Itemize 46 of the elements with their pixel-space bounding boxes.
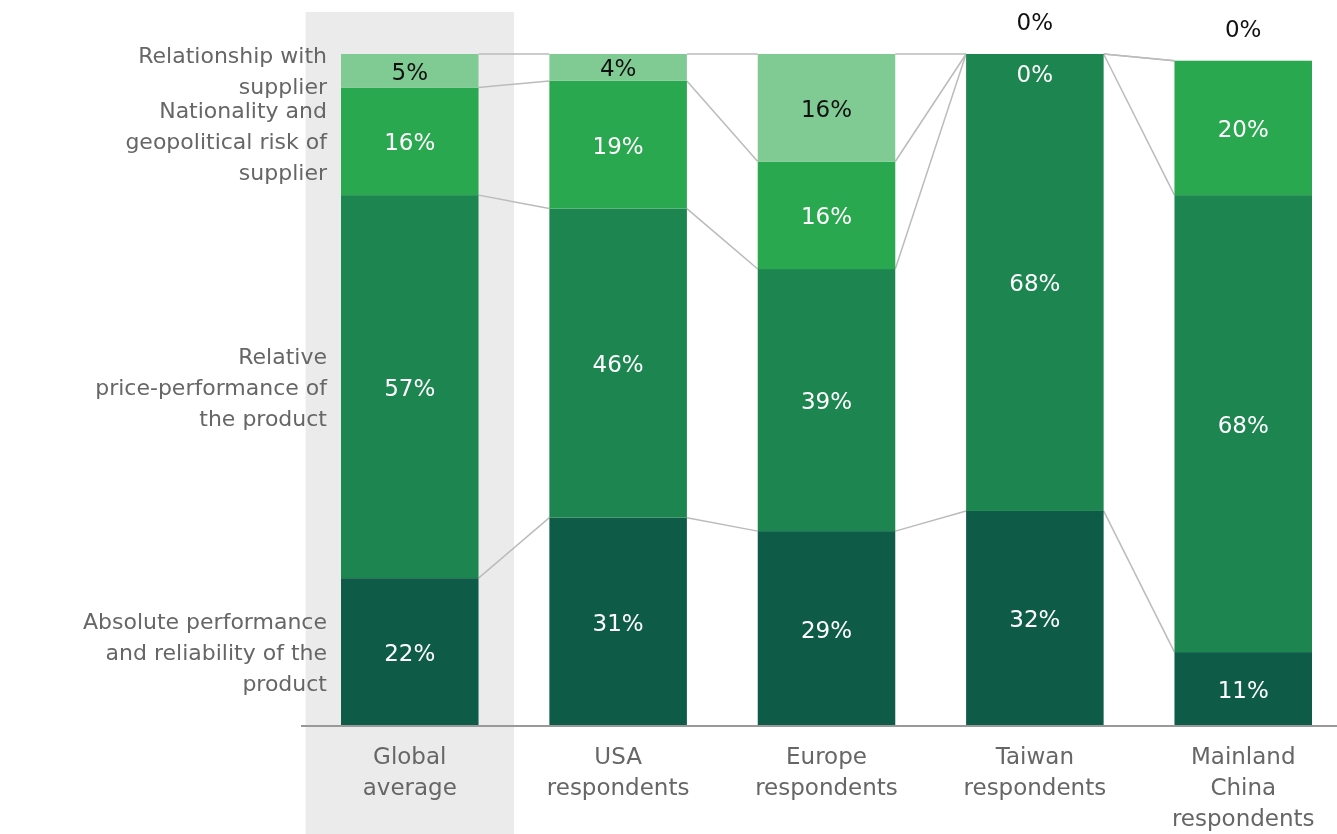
data-label: 57% xyxy=(384,374,436,401)
series-label: Absolute performance and reliability of the product xyxy=(82,609,328,697)
bar xyxy=(966,54,1104,511)
data-label: 4% xyxy=(599,55,637,82)
bar xyxy=(341,87,479,196)
data-label: 11% xyxy=(1217,677,1269,704)
bar xyxy=(1174,60,1312,196)
bar xyxy=(1174,195,1312,653)
bar xyxy=(549,208,687,518)
bar xyxy=(341,195,479,579)
series-label: Nationality and geopolitical risk of supplier xyxy=(125,98,329,186)
data-label: 0% xyxy=(1016,9,1054,35)
x-tick-label: Mainland China respondents xyxy=(1171,743,1315,831)
data-label: 5% xyxy=(391,58,429,85)
bar xyxy=(757,161,896,270)
data-label: 20% xyxy=(1217,115,1269,142)
data-label: 46% xyxy=(592,351,644,378)
x-tick-label: Taiwan respondents xyxy=(963,743,1107,800)
data-label: 19% xyxy=(592,132,644,159)
bar xyxy=(966,510,1104,726)
bar xyxy=(757,269,896,532)
bar xyxy=(1174,652,1312,726)
data-label: 68% xyxy=(1009,270,1061,297)
bar xyxy=(757,54,896,162)
data-label: 0% xyxy=(1016,61,1054,87)
data-label: 29% xyxy=(800,616,853,643)
data-label: 0% xyxy=(1224,15,1262,42)
x-tick-label: USA respondents xyxy=(546,743,690,800)
x-tick-label: Europe respondents xyxy=(755,743,898,800)
bar xyxy=(341,54,479,88)
bar xyxy=(757,531,896,726)
bar xyxy=(549,54,687,81)
series-label: Relationship with supplier xyxy=(138,43,328,100)
series-label: Relative price-performance of the product xyxy=(95,343,329,431)
data-label: 16% xyxy=(384,129,436,156)
bar xyxy=(549,80,687,209)
x-tick-label: Global average xyxy=(362,743,457,800)
data-label: 16% xyxy=(800,95,853,122)
data-label: 16% xyxy=(800,203,853,230)
data-label: 68% xyxy=(1217,411,1269,438)
data-label: 22% xyxy=(384,640,436,667)
bar xyxy=(341,578,479,726)
data-label: 39% xyxy=(800,388,853,415)
bar xyxy=(549,517,687,726)
data-label: 31% xyxy=(592,609,644,636)
data-label: 32% xyxy=(1009,606,1061,633)
